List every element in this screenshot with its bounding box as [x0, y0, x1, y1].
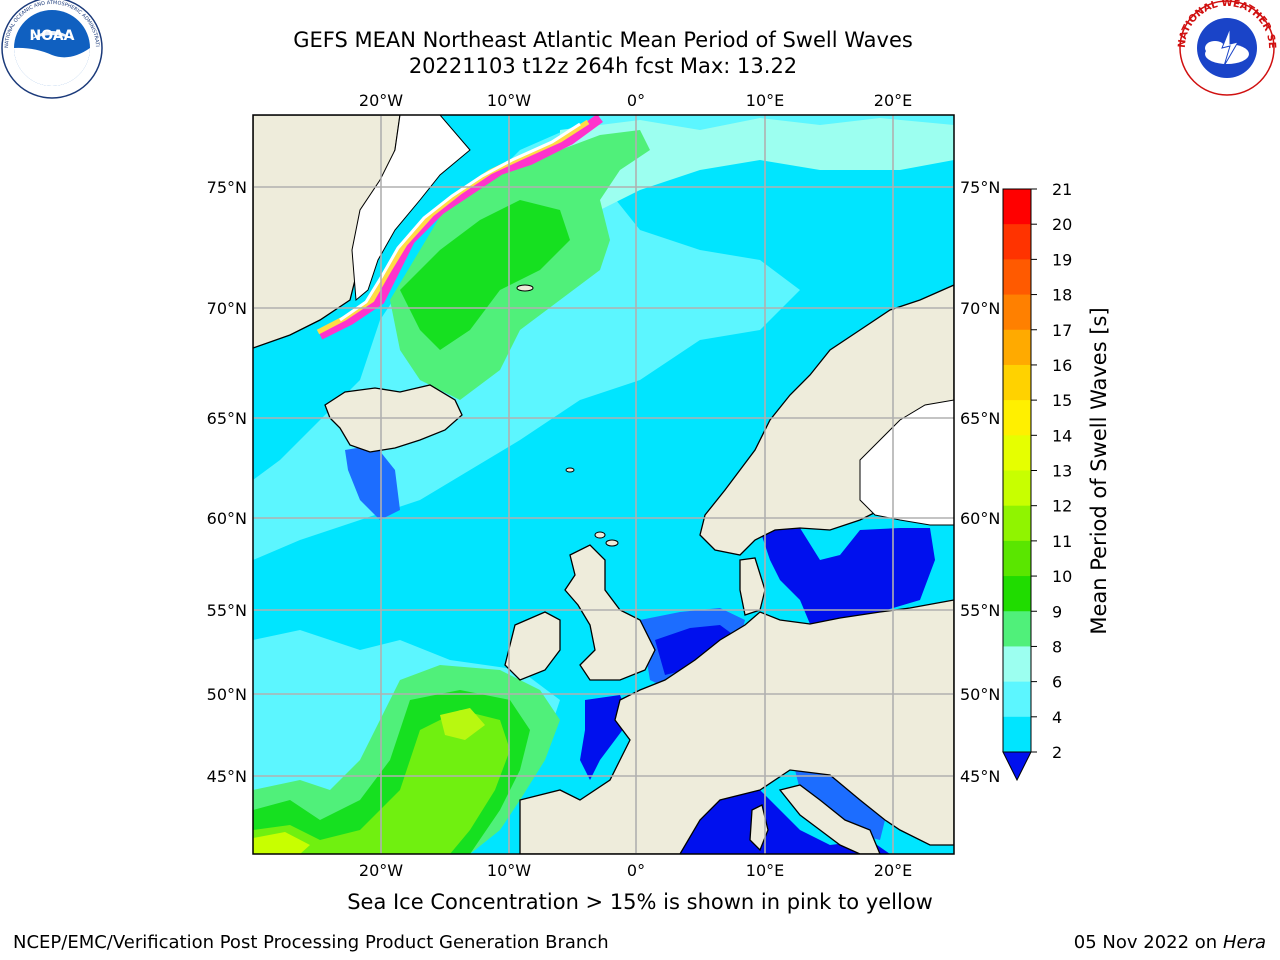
- colorbar-segment: [1003, 576, 1031, 612]
- lat-label-right: 70°N: [960, 299, 1000, 318]
- lon-label-top: 0°: [627, 91, 645, 110]
- colorbar-segment: [1003, 681, 1031, 718]
- colorbar-segment: [1003, 540, 1031, 577]
- lat-label-right: 60°N: [960, 509, 1000, 528]
- nws-logo: NATIONAL WEATHER SERVICE: [0, 0, 1277, 96]
- lat-label-right: 45°N: [960, 767, 1000, 786]
- lat-label-left: 70°N: [207, 299, 247, 318]
- sea-ice-caption: Sea Ice Concentration > 15% is shown in …: [347, 890, 933, 914]
- colorbar-segment: [1003, 611, 1031, 647]
- colorbar-tick-label: 15: [1052, 391, 1072, 410]
- colorbar-segment: [1003, 329, 1031, 366]
- land-jan-mayen: [516, 284, 534, 292]
- land-sardinia: [749, 804, 769, 852]
- lon-label-bottom: 10°E: [746, 861, 784, 880]
- low-period-iceland: [345, 445, 400, 520]
- colorbar-segment: [1003, 716, 1031, 753]
- lon-label-bottom: 0°: [627, 861, 645, 880]
- map-plot: [253, 115, 954, 854]
- colorbar-segment: [1003, 259, 1031, 296]
- swell-12s-south: [253, 710, 510, 854]
- colorbar-tick-label: 8: [1052, 637, 1062, 656]
- colorbar-tick-label: 11: [1052, 532, 1072, 551]
- islands: [516, 284, 619, 547]
- footer-host: Hera: [1222, 932, 1266, 953]
- map-frame: [252, 114, 955, 855]
- colorbar-segment: [1003, 294, 1031, 331]
- svg-text:NATIONAL WEATHER SERVICE: NATIONAL WEATHER SERVICE: [0, 0, 1277, 49]
- lat-label-left: 55°N: [207, 601, 247, 620]
- colorbar-segment: [1003, 400, 1031, 436]
- lat-label-left: 65°N: [207, 409, 247, 428]
- colorbar-segment: [1003, 189, 1031, 225]
- colorbar-segment: [1003, 505, 1031, 542]
- sea-ice-edge-white: [339, 122, 581, 322]
- land-orkney: [594, 531, 606, 539]
- lat-label-right: 65°N: [960, 409, 1000, 428]
- noaa-wordmark: NOAA: [30, 28, 75, 44]
- chart-subtitle: 20221103 t12z 264h fcst Max: 13.22: [408, 54, 798, 78]
- land-shetland: [605, 539, 619, 547]
- swell-9s-band: [560, 118, 954, 210]
- lon-label-top: 10°E: [746, 91, 784, 110]
- swell-13s-core: [253, 832, 310, 854]
- land-faroe: [565, 467, 575, 473]
- colorbar-title: Mean Period of Swell Waves [s]: [1087, 307, 1111, 634]
- lon-label-top: 20°W: [359, 91, 403, 110]
- low-period-northsea-core: [655, 625, 735, 675]
- colorbar-tick-label: 19: [1052, 250, 1072, 269]
- lon-label-bottom: 20°E: [874, 861, 912, 880]
- colorbar-segment: [1003, 224, 1031, 260]
- colorbar-tick-label: 17: [1052, 321, 1072, 340]
- colorbar-tick-label: 9: [1052, 602, 1062, 621]
- lat-label-left: 50°N: [207, 685, 247, 704]
- colorbar-segment: [1003, 435, 1031, 471]
- low-period-med: [675, 790, 890, 854]
- swell-11s-region: [400, 200, 570, 350]
- lon-label-bottom: 10°W: [487, 861, 531, 880]
- lon-label-bottom: 20°W: [359, 861, 403, 880]
- low-period-baltic: [760, 528, 935, 624]
- lat-label-left: 75°N: [207, 178, 247, 197]
- land-italy: [778, 784, 881, 854]
- colorbar-ticks: 21 20 19 18 17 16 15 14 13 12 11 10 9 8 6 4 2: [1031, 180, 1072, 762]
- land-continent: [519, 599, 954, 854]
- footer-date-text: 05 Nov 2022 on: [1073, 932, 1218, 953]
- chart-title: GEFS MEAN Northeast Atlantic Mean Period…: [293, 28, 913, 52]
- lon-label-top: 10°W: [487, 91, 531, 110]
- land-britain: [564, 544, 656, 681]
- colorbar-segment: [1003, 470, 1031, 507]
- colorbar-tick-label: 2: [1052, 743, 1062, 762]
- footer-date: 05 Nov 2022 on Hera: [1074, 932, 1266, 953]
- colorbar: [1003, 189, 1031, 753]
- graticule: [253, 115, 954, 854]
- swell-field-light: [253, 115, 954, 560]
- lat-label-right: 50°N: [960, 685, 1000, 704]
- colorbar-tick-label: 20: [1052, 215, 1072, 234]
- low-period-adriatic: [795, 770, 885, 840]
- colorbar-extend-arrow: [1002, 751, 1032, 782]
- lat-label-right: 75°N: [960, 178, 1000, 197]
- colorbar-tick-label: 18: [1052, 286, 1072, 305]
- noaa-logo: NOAA NATIONAL OCEANIC AND ATMOSPHERIC AD…: [0, 0, 103, 99]
- colorbar-segment: [1003, 646, 1031, 683]
- nws-ring-text: NATIONAL WEATHER SERVICE: [0, 0, 1277, 49]
- lat-label-left: 45°N: [207, 767, 247, 786]
- lat-label-right: 55°N: [960, 601, 1000, 620]
- colorbar-tick-label: 16: [1052, 356, 1072, 375]
- colorbar-tick-label: 10: [1052, 567, 1072, 586]
- colorbar-tick-label: 14: [1052, 426, 1072, 445]
- colorbar-tick-label: 21: [1052, 180, 1072, 199]
- colorbar-tick-label: 4: [1052, 708, 1062, 727]
- colorbar-tick-label: 13: [1052, 462, 1072, 481]
- colorbar-segment: [1003, 364, 1031, 401]
- colorbar-tick-label: 6: [1052, 673, 1062, 692]
- footer-credit: NCEP/EMC/Verification Post Processing Pr…: [13, 932, 609, 953]
- lon-label-top: 20°E: [874, 91, 912, 110]
- lat-label-left: 60°N: [207, 509, 247, 528]
- swell-13s-core-2: [440, 708, 485, 740]
- colorbar-tick-label: 12: [1052, 497, 1072, 516]
